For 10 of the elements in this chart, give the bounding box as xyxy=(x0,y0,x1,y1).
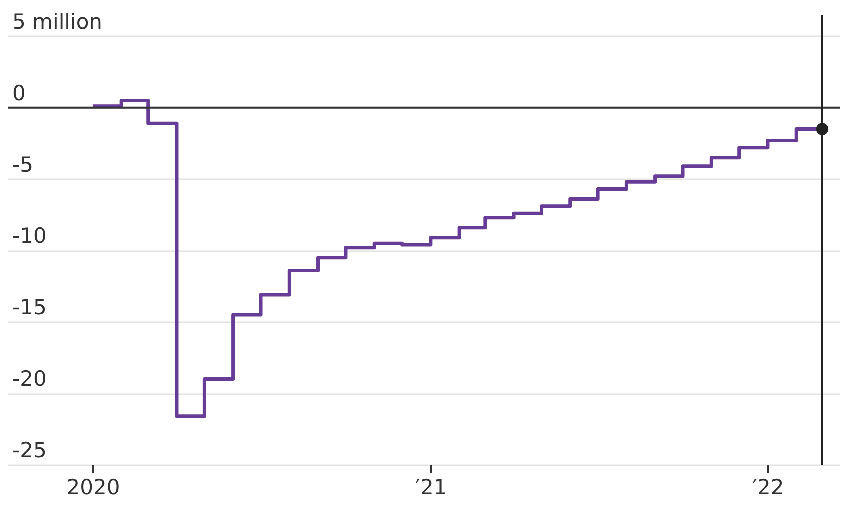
x-tick-label: ′21 xyxy=(416,476,448,500)
y-tick-label: 5 million xyxy=(12,10,102,34)
x-tick-label: 2020 xyxy=(66,476,120,500)
x-tick-label: ′22 xyxy=(752,476,784,500)
y-tick-label: -15 xyxy=(12,296,47,320)
y-tick-label: -20 xyxy=(12,367,47,392)
y-tick-label: -5 xyxy=(12,152,34,177)
y-tick-label: -25 xyxy=(12,438,47,462)
y-tick-label: 0 xyxy=(12,81,26,106)
y-tick-label: -10 xyxy=(12,224,47,248)
